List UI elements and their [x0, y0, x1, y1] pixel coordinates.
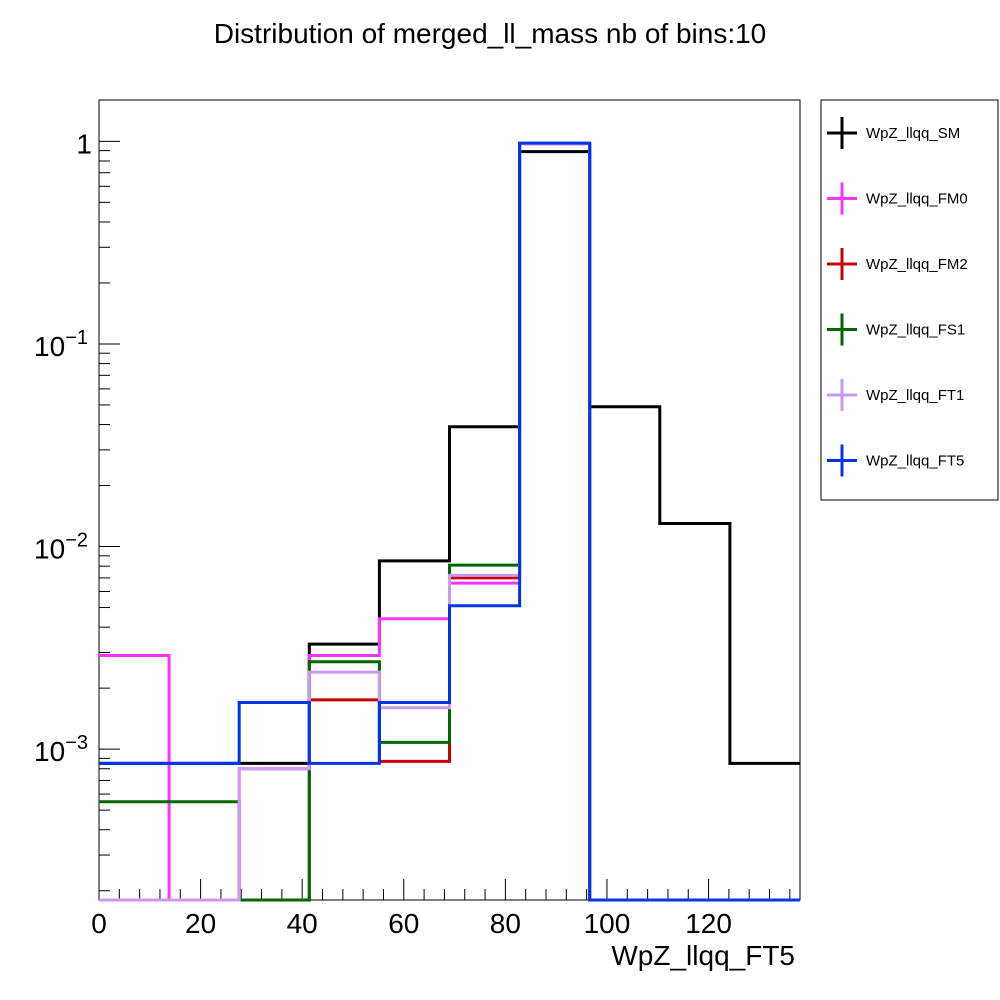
- x-tick-label: 20: [185, 908, 216, 939]
- legend-frame: [820, 99, 999, 501]
- y-axis: 10−3 10−2 10−1 1: [34, 128, 120, 892]
- legend-item: WpZ_llqq_FT5: [827, 444, 964, 477]
- y-tick-label: 10−1: [34, 327, 88, 362]
- histogram-line: [99, 141, 800, 902]
- x-axis-label: WpZ_llqq_FT5: [611, 940, 795, 971]
- x-tick-label: 60: [388, 908, 419, 939]
- y-tick-label: 10−3: [34, 732, 88, 767]
- legend-item: WpZ_llqq_FM2: [827, 248, 968, 280]
- histogram-line: [99, 150, 800, 765]
- legend-label: WpZ_llqq_FT1: [866, 387, 964, 404]
- chart-title: Distribution of merged_ll_mass nb of bin…: [214, 18, 767, 49]
- legend-item: WpZ_llqq_FT1: [827, 379, 964, 411]
- legend-label: WpZ_llqq_FS1: [866, 322, 965, 339]
- plot-area: [99, 141, 800, 902]
- series-WpZ_llqq_FT5: [99, 141, 800, 902]
- y-tick-label: 10−2: [34, 530, 88, 565]
- x-tick-label: 120: [685, 908, 732, 939]
- legend-label: WpZ_llqq_SM: [866, 125, 960, 142]
- x-tick-label: 0: [91, 908, 107, 939]
- y-tick-label: 1: [76, 128, 92, 159]
- x-tick-label: 40: [287, 908, 318, 939]
- legend-item: WpZ_llqq_FS1: [827, 313, 965, 346]
- legend-item: WpZ_llqq_FM0: [827, 182, 968, 215]
- series-WpZ_llqq_SM: [99, 150, 800, 765]
- legend-label: WpZ_llqq_FM2: [866, 256, 968, 273]
- x-axis: 0 20 40 60 80 100 120: [91, 879, 791, 939]
- legend: WpZ_llqq_SM WpZ_llqq_FM0 WpZ_llqq_FM2 WpZ_l…: [820, 99, 999, 501]
- legend-label: WpZ_llqq_FT5: [866, 453, 964, 470]
- x-tick-label: 100: [584, 908, 631, 939]
- legend-item: WpZ_llqq_SM: [827, 117, 960, 149]
- x-tick-label: 80: [490, 908, 521, 939]
- legend-label: WpZ_llqq_FM0: [866, 191, 968, 208]
